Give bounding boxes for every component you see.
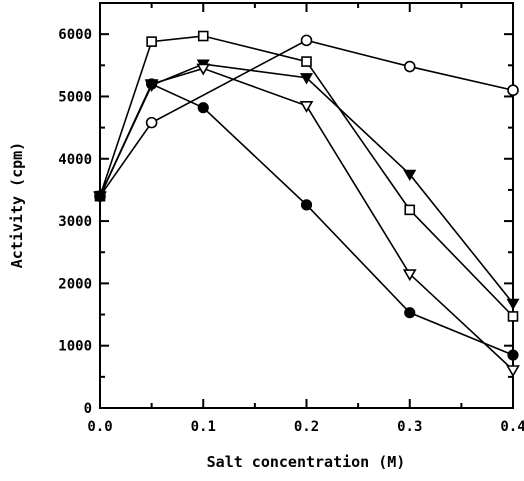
- point-filled-circle: [197, 102, 209, 114]
- y-tick-label: 4000: [58, 152, 92, 168]
- series-layer: [93, 30, 520, 378]
- point-open-down-triangle: [196, 63, 211, 76]
- point-filled-down-triangle: [506, 298, 520, 311]
- y-tick-label: 0: [84, 401, 92, 417]
- point-open-down-triangle: [299, 101, 314, 113]
- x-tick-label: 0.2: [294, 419, 319, 435]
- y-tick-label: 5000: [58, 89, 92, 105]
- point-filled-circle: [404, 307, 416, 319]
- point-filled-down-triangle: [299, 73, 314, 85]
- point-open-circle: [300, 34, 313, 47]
- x-tick-label: 0.4: [500, 419, 524, 435]
- series-open-down-triangle: [93, 63, 520, 378]
- y-tick-label: 3000: [58, 214, 92, 230]
- point-open-circle: [403, 60, 416, 73]
- series-line: [99, 63, 514, 304]
- y-tick-label: 1000: [58, 339, 92, 355]
- point-open-circle: [507, 84, 519, 97]
- x-tick-label: 0.0: [87, 419, 112, 435]
- point-open-down-triangle: [402, 269, 417, 282]
- point-open-square: [197, 30, 209, 42]
- point-open-square: [301, 56, 312, 67]
- point-open-square: [507, 311, 519, 322]
- point-open-square: [146, 36, 157, 47]
- y-tick-label: 2000: [58, 276, 92, 292]
- point-filled-circle: [94, 190, 106, 202]
- point-filled-down-triangle: [403, 169, 417, 182]
- point-filled-circle: [507, 349, 519, 361]
- point-open-down-triangle: [506, 365, 520, 378]
- tick-layer: 0.0 0.1 0.2 0.3 0.4 0 1000 2000 3000 4000 5000 6000: [58, 2, 524, 435]
- x-tick-label: 0.3: [397, 419, 422, 435]
- series-line: [99, 35, 514, 317]
- x-axis-title: Salt concentration (M): [207, 453, 406, 471]
- series-filled-circle: [94, 78, 519, 361]
- series-filled-down-triangle: [93, 59, 520, 311]
- y-tick-label: 6000: [58, 27, 92, 43]
- y-axis-title: Activity (cpm): [8, 142, 26, 268]
- point-filled-circle: [300, 199, 313, 211]
- series-line: [99, 82, 514, 356]
- point-open-circle: [145, 116, 158, 129]
- x-tick-label: 0.1: [191, 419, 216, 435]
- point-open-square: [404, 204, 416, 216]
- series-line: [99, 67, 514, 371]
- point-filled-circle: [146, 78, 158, 90]
